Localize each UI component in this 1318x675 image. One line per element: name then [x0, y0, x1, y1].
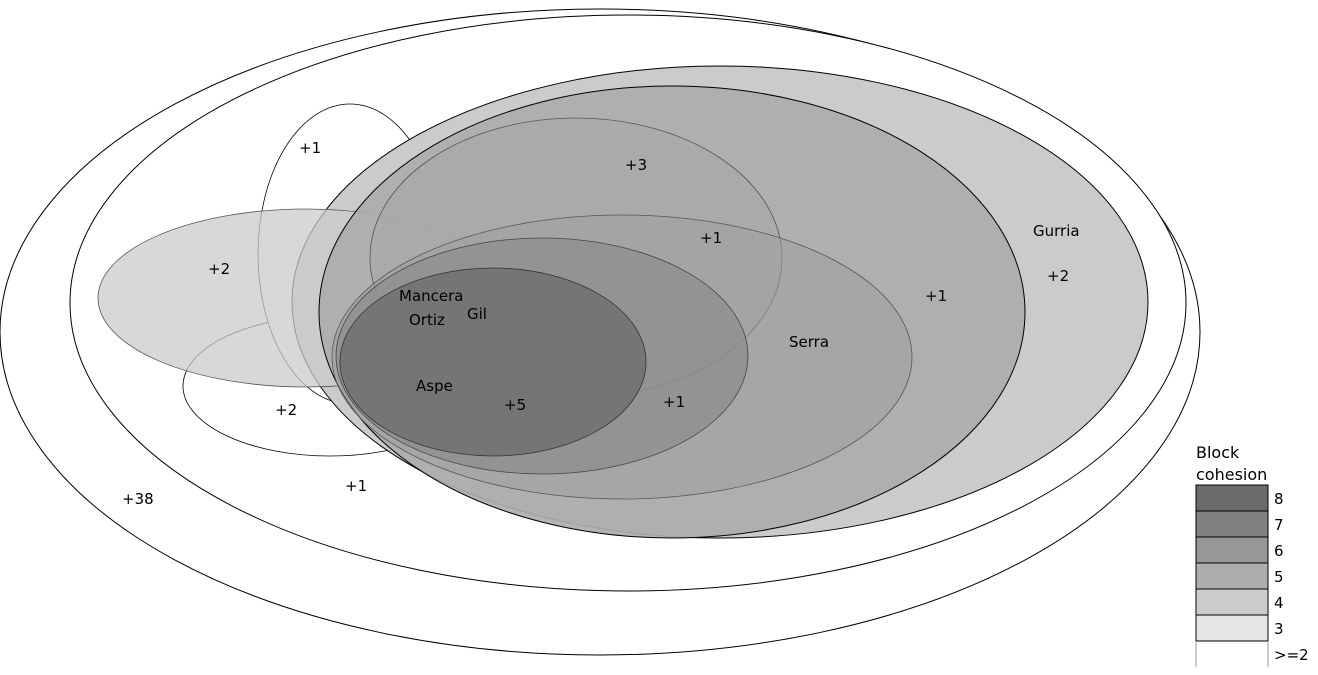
- label-gil: Gil: [467, 305, 487, 323]
- legend-swatch-4: [1195, 588, 1269, 616]
- label-ortiz: Ortiz: [409, 311, 445, 329]
- count-left: +2: [208, 260, 230, 278]
- count-outer: +38: [122, 490, 154, 508]
- legend-swatch-1: [1195, 510, 1269, 538]
- legend-label-3: 5: [1274, 568, 1284, 586]
- count-right: +1: [925, 287, 947, 305]
- label-gurria: Gurria: [1033, 222, 1080, 240]
- count-bottom: +1: [345, 477, 367, 495]
- legend-swatch-3: [1195, 562, 1269, 590]
- legend-title-line2: cohesion: [1196, 465, 1267, 484]
- count-gurria: +2: [1047, 267, 1069, 285]
- legend-swatch-0: [1195, 484, 1269, 512]
- count-mid: +1: [700, 229, 722, 247]
- legend-label-5: 3: [1274, 620, 1284, 638]
- count-top-left: +1: [299, 139, 321, 157]
- legend-label-2: 6: [1274, 542, 1284, 560]
- legend-label-0: 8: [1274, 490, 1284, 508]
- label-serra: Serra: [789, 333, 829, 351]
- count-core: +5: [504, 396, 526, 414]
- count-center: +1: [663, 393, 685, 411]
- count-top: +3: [625, 156, 647, 174]
- legend-title-line1: Block: [1196, 443, 1240, 462]
- legend-swatch-5: [1195, 614, 1269, 642]
- legend-label-6: >=2: [1274, 646, 1309, 664]
- legend: Block cohesion 8 7 6 5 4 3 >=2: [1195, 443, 1309, 667]
- legend-swatch-2: [1195, 536, 1269, 564]
- legend-label-1: 7: [1274, 516, 1284, 534]
- count-lower-left: +2: [275, 401, 297, 419]
- label-aspe: Aspe: [416, 377, 453, 395]
- block-core: [339, 267, 647, 457]
- label-mancera: Mancera: [399, 287, 463, 305]
- legend-label-4: 4: [1274, 594, 1284, 612]
